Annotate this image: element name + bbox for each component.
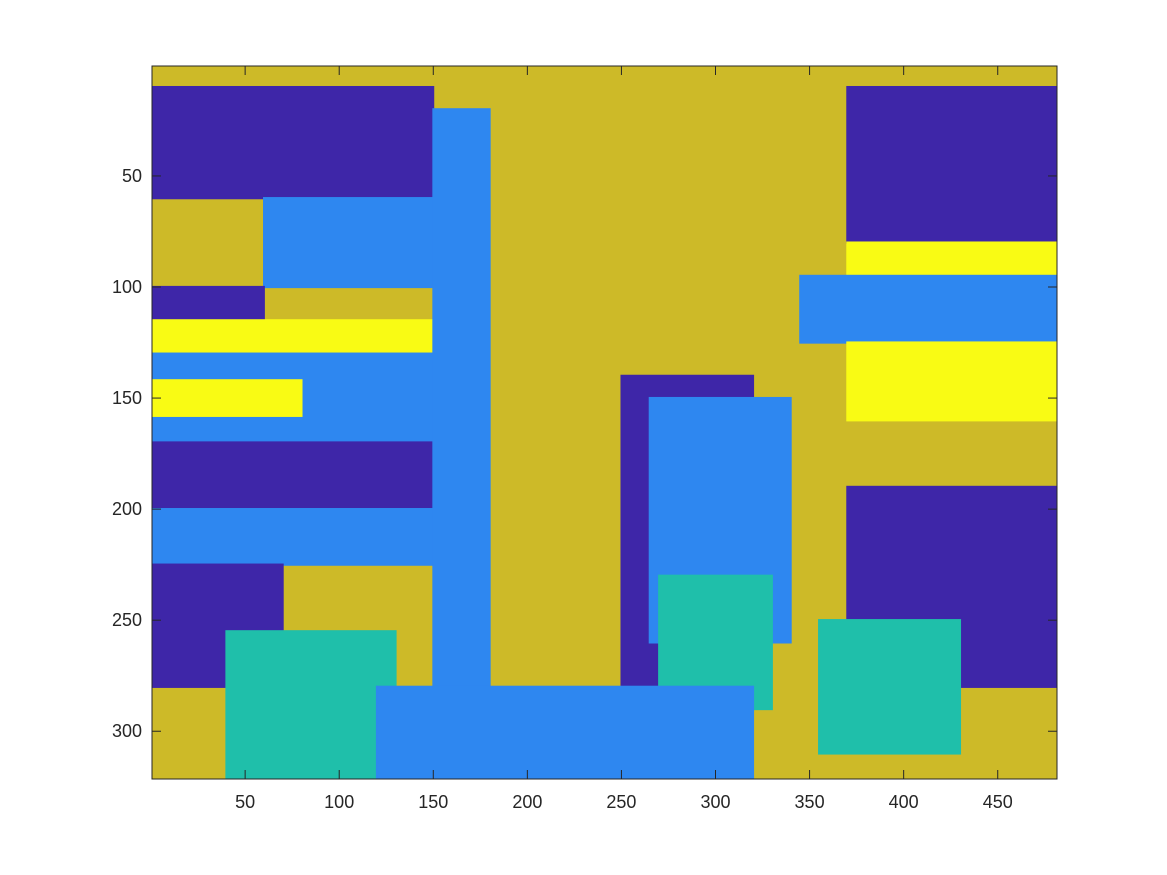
y-tick-label: 250 [112,610,142,630]
y-tick-label: 200 [112,499,142,519]
heatmap-region-6 [152,379,303,417]
y-tick-label: 100 [112,277,142,297]
x-tick-label: 250 [606,792,636,812]
x-tick-label: 350 [795,792,825,812]
heatmap-region-7 [152,441,435,511]
y-tick-label: 50 [122,166,142,186]
y-tick-label: 300 [112,721,142,741]
heatmap-region-2 [263,197,435,289]
x-tick-label: 100 [324,792,354,812]
x-tick-label: 400 [889,792,919,812]
x-tick-label: 50 [235,792,255,812]
heatmap-region-3 [152,285,265,322]
x-axis: 50 100 150 200 250 300 350 400 450 [235,66,1013,812]
heatmap-region-19 [846,341,1057,422]
heatmap-region-10 [225,630,397,779]
heatmap-region-8 [152,508,435,566]
heatmap-region-18 [799,274,1057,344]
y-axis: 50 100 150 200 250 300 [112,166,1057,741]
x-tick-label: 200 [512,792,542,812]
heatmap-region-4 [152,319,435,355]
heatmap-region-11 [432,108,491,688]
heatmap-region-15 [375,685,755,779]
heatmap-image [152,66,1057,779]
x-tick-label: 150 [418,792,448,812]
heatmap-region-1 [152,85,435,200]
y-tick-label: 150 [112,388,142,408]
heatmap-region-17 [846,241,1057,278]
x-tick-label: 300 [700,792,730,812]
plot-frame [151,65,1058,780]
heatmap-region-21 [818,619,962,755]
heatmap-region-16 [846,85,1057,244]
x-tick-label: 450 [983,792,1013,812]
